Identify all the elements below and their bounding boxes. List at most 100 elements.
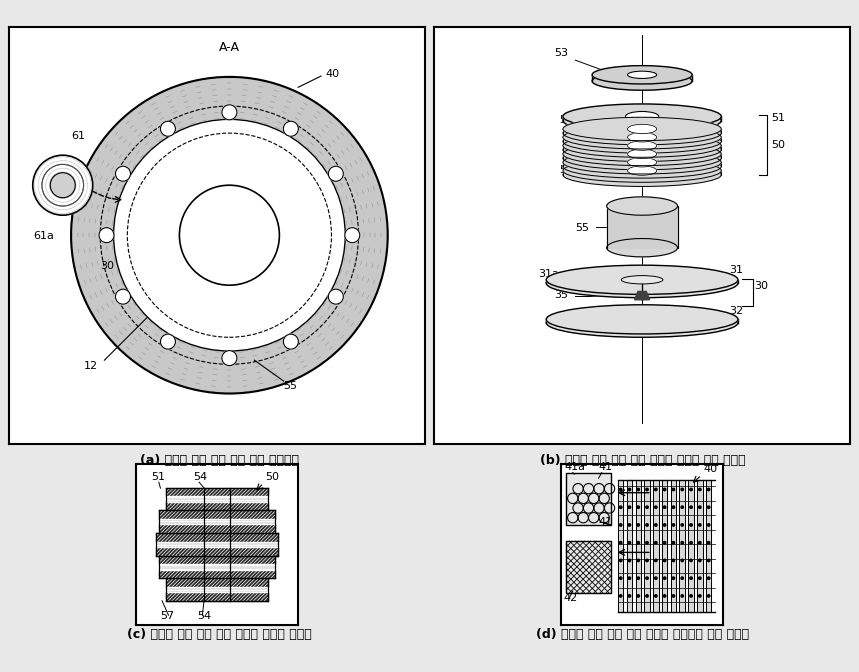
Circle shape [681, 577, 684, 579]
Text: 54: 54 [192, 472, 207, 482]
Circle shape [222, 105, 237, 120]
Circle shape [698, 542, 701, 544]
Polygon shape [563, 116, 722, 121]
Circle shape [663, 559, 666, 562]
Circle shape [698, 523, 701, 526]
Polygon shape [166, 592, 268, 601]
Text: 41: 41 [599, 517, 612, 527]
Circle shape [161, 121, 175, 136]
Circle shape [646, 559, 649, 562]
Text: 61: 61 [71, 132, 85, 141]
Polygon shape [166, 502, 268, 511]
Ellipse shape [606, 197, 678, 215]
Text: 31: 31 [729, 265, 744, 275]
Polygon shape [563, 129, 722, 133]
Text: 54: 54 [198, 610, 211, 620]
Text: 54: 54 [558, 165, 573, 175]
Circle shape [628, 489, 631, 491]
Circle shape [681, 542, 684, 544]
Polygon shape [155, 542, 278, 547]
Ellipse shape [563, 142, 722, 165]
Text: 40: 40 [704, 464, 717, 474]
Ellipse shape [546, 269, 738, 298]
Ellipse shape [592, 66, 692, 84]
Polygon shape [166, 488, 268, 497]
Ellipse shape [592, 72, 692, 90]
Circle shape [180, 185, 279, 285]
Text: (b) 고압용 화염 배출 제거 밸브의 스프링 분해 사시도: (b) 고압용 화염 배출 제거 밸브의 스프링 분해 사시도 [539, 454, 746, 466]
Ellipse shape [606, 239, 678, 257]
Polygon shape [563, 154, 722, 158]
Circle shape [637, 542, 639, 544]
Polygon shape [563, 163, 722, 167]
Circle shape [655, 595, 657, 597]
Circle shape [663, 489, 666, 491]
Ellipse shape [563, 108, 722, 133]
Text: 54: 54 [558, 115, 573, 125]
Polygon shape [166, 497, 268, 502]
Polygon shape [166, 578, 268, 587]
Circle shape [673, 559, 674, 562]
Polygon shape [635, 292, 649, 300]
Ellipse shape [563, 104, 722, 129]
Polygon shape [627, 480, 632, 612]
Circle shape [681, 595, 684, 597]
Ellipse shape [563, 146, 722, 170]
Polygon shape [566, 541, 612, 593]
Circle shape [33, 155, 93, 215]
Text: 55: 55 [576, 223, 589, 233]
Polygon shape [566, 473, 612, 525]
Ellipse shape [563, 134, 722, 157]
Circle shape [283, 121, 298, 136]
Ellipse shape [563, 126, 722, 149]
Circle shape [628, 559, 631, 562]
Polygon shape [698, 480, 703, 612]
Ellipse shape [546, 305, 738, 334]
Circle shape [619, 542, 622, 544]
Circle shape [698, 559, 701, 562]
Circle shape [637, 595, 639, 597]
Ellipse shape [628, 132, 656, 142]
Circle shape [708, 577, 710, 579]
Ellipse shape [563, 151, 722, 174]
Polygon shape [706, 480, 711, 612]
Polygon shape [159, 570, 275, 578]
Circle shape [628, 595, 631, 597]
Text: 41a: 41a [564, 462, 586, 472]
Circle shape [673, 595, 674, 597]
Ellipse shape [563, 163, 722, 186]
Ellipse shape [628, 141, 656, 151]
Polygon shape [653, 480, 659, 612]
Circle shape [619, 577, 622, 579]
Circle shape [637, 523, 639, 526]
Text: 50: 50 [771, 140, 785, 150]
Circle shape [681, 559, 684, 562]
Circle shape [655, 506, 657, 509]
Circle shape [222, 351, 237, 366]
Ellipse shape [628, 158, 656, 167]
Ellipse shape [563, 118, 722, 140]
Circle shape [646, 523, 649, 526]
Polygon shape [159, 524, 275, 533]
Circle shape [646, 542, 649, 544]
Polygon shape [606, 206, 678, 248]
Circle shape [283, 334, 298, 349]
Text: 40: 40 [326, 69, 339, 79]
Ellipse shape [625, 112, 659, 122]
Circle shape [344, 228, 360, 243]
Circle shape [690, 489, 692, 491]
Ellipse shape [621, 276, 663, 284]
Circle shape [708, 506, 710, 509]
Polygon shape [644, 480, 649, 612]
Circle shape [655, 559, 657, 562]
Circle shape [698, 577, 701, 579]
Circle shape [619, 523, 622, 526]
Text: 30: 30 [101, 261, 114, 271]
Circle shape [619, 595, 622, 597]
Circle shape [681, 506, 684, 509]
Text: 51: 51 [151, 472, 165, 482]
Text: 57: 57 [161, 610, 174, 620]
Polygon shape [662, 480, 667, 612]
Circle shape [628, 523, 631, 526]
Circle shape [673, 489, 674, 491]
